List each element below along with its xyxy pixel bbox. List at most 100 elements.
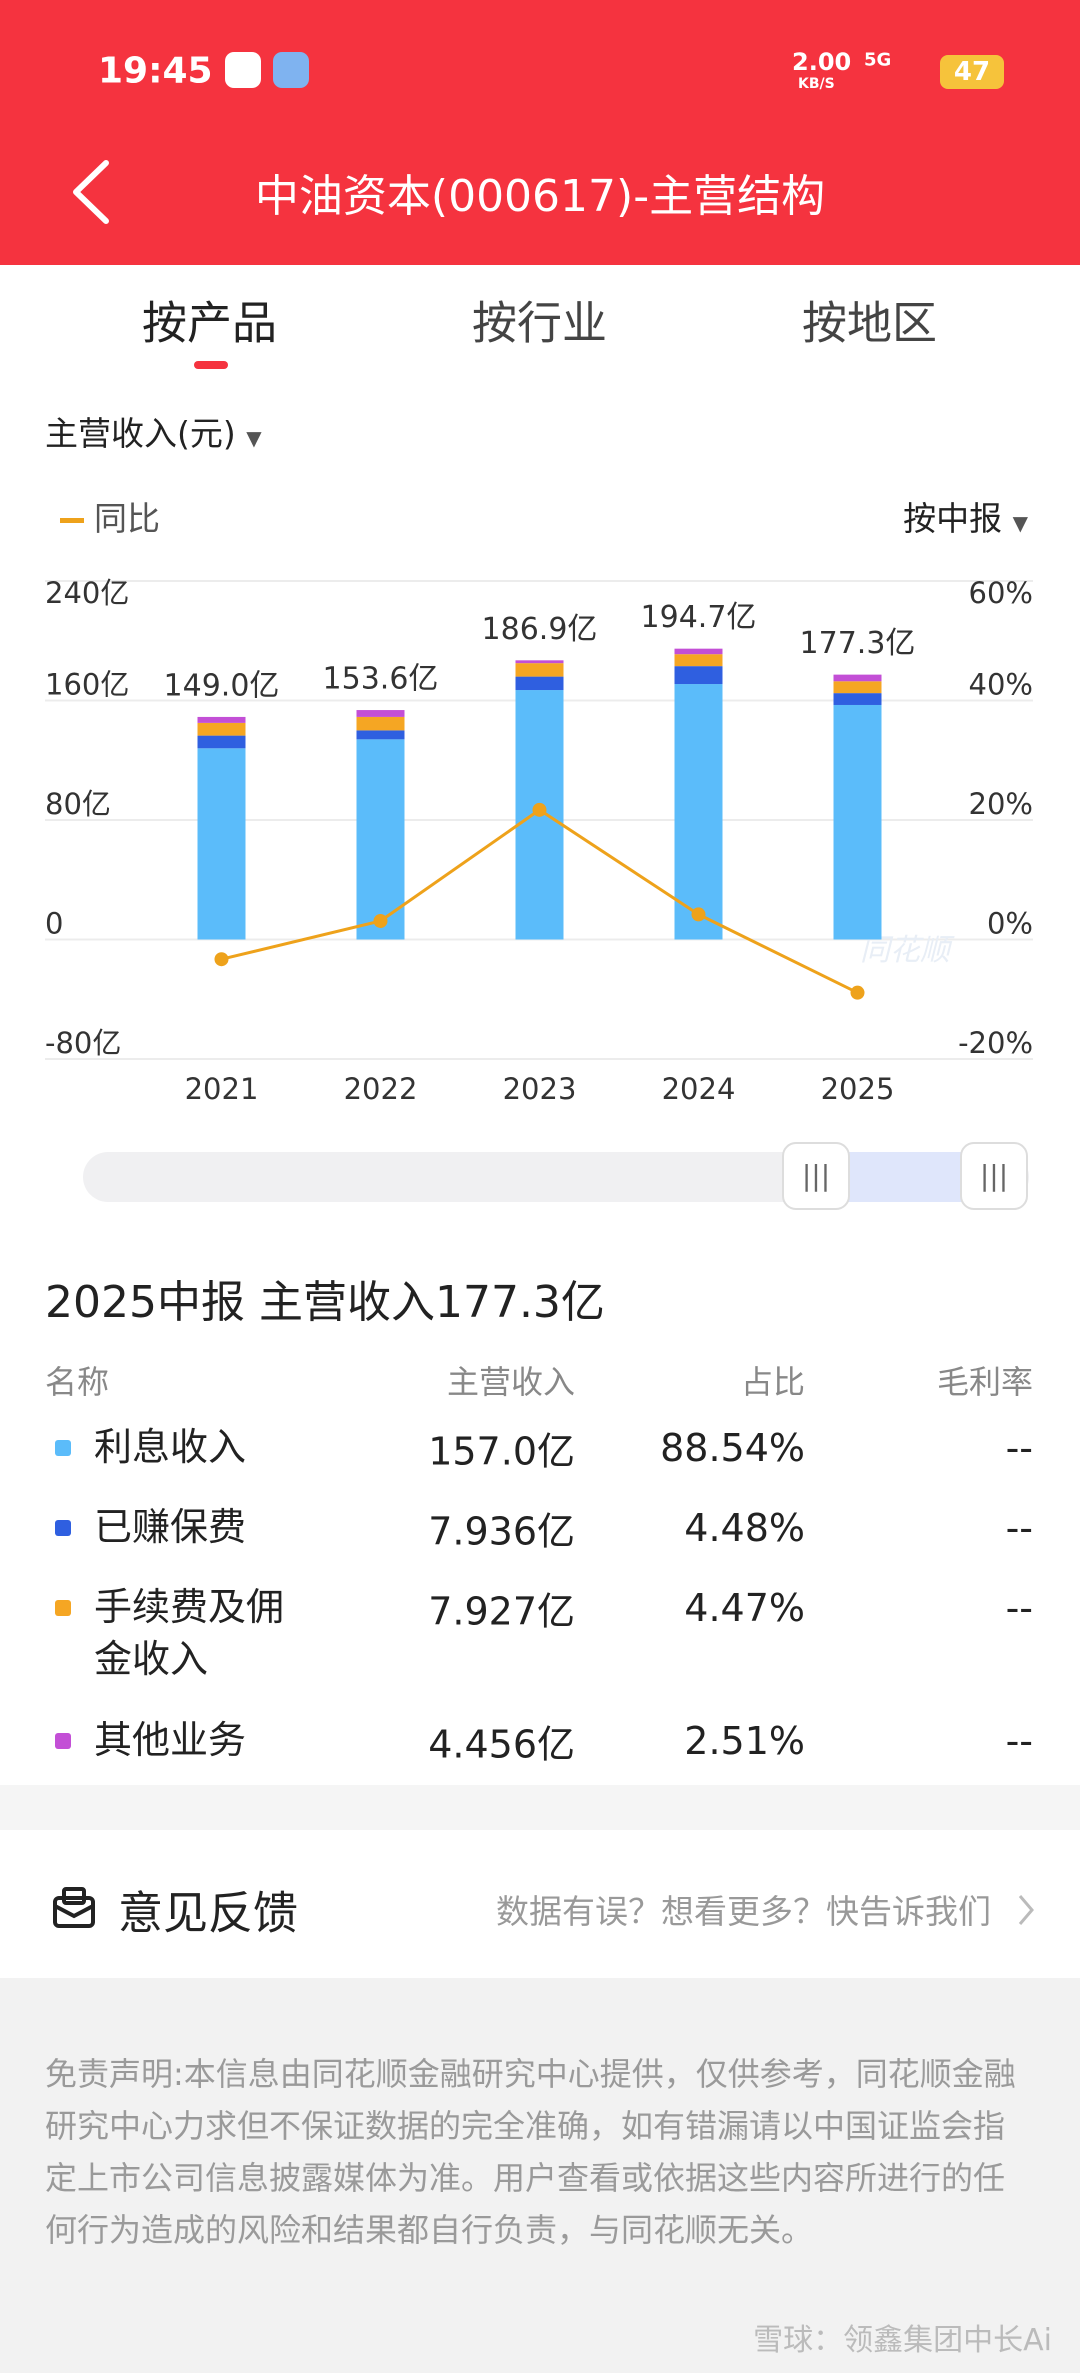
bar-segment (674, 666, 723, 685)
y2-tick-label: -20% (958, 1026, 1033, 1060)
row-share: 4.48% (684, 1506, 805, 1550)
row-revenue: 157.0亿 (428, 1429, 575, 1474)
row-revenue: 4.456亿 (428, 1722, 575, 1767)
divider (0, 1785, 1080, 1830)
line-point (691, 907, 706, 922)
row-share: 4.47% (684, 1586, 805, 1630)
y2-tick-label: 60% (969, 576, 1033, 610)
metric-selector-text: 主营收入(元) (45, 414, 236, 453)
feedback-label[interactable]: 意见反馈 (118, 1886, 299, 1940)
bar-segment (356, 710, 405, 717)
legend-dot (55, 1520, 71, 1536)
metric-selector[interactable]: 主营收入(元) ▼ (45, 414, 262, 453)
bar-segment (356, 716, 405, 731)
summary-title: 2025中报 主营收入177.3亿 (45, 1277, 605, 1328)
table-header: 占比 (740, 1363, 805, 1401)
status-speed: 2.00 (792, 48, 852, 76)
bar-segment (515, 663, 564, 677)
y-tick-label: 0 (45, 907, 63, 941)
page-title: 中油资本(000617)-主营结构 (254, 171, 826, 222)
range-slider[interactable]: ||| ||| (83, 1142, 1029, 1210)
bar-segment (674, 654, 723, 667)
x-tick-label: 2021 (185, 1072, 259, 1106)
bar-segment (197, 716, 246, 723)
bar-segment (356, 730, 405, 740)
bar-segment (833, 674, 882, 682)
row-name: 手续费及佣金收入 (94, 1585, 285, 1681)
bar-segment (197, 722, 246, 736)
x-tick-label: 2022 (344, 1072, 418, 1106)
bar-segment (197, 748, 246, 940)
bar-segment (674, 648, 723, 655)
total-label: 177.3亿 (800, 626, 916, 661)
app-icon (273, 52, 309, 88)
row-margin: -- (1005, 1506, 1033, 1550)
row-revenue: 7.936亿 (428, 1509, 575, 1554)
total-label: 194.7亿 (641, 600, 757, 635)
bar-segment (515, 676, 564, 691)
back-button[interactable] (66, 155, 116, 230)
y2-tick-label: 0% (987, 907, 1033, 941)
bar-segment (833, 681, 882, 694)
chevron (1018, 1895, 1034, 1925)
line-point (850, 985, 865, 1000)
slider-handle[interactable]: ||| (782, 1142, 850, 1210)
status-network: 5G (864, 49, 892, 71)
y-tick-label: 160亿 (45, 668, 129, 702)
bar-segment (515, 660, 564, 664)
chart: -80亿080亿160亿240亿-20%0%20%40%60%同花顺149.0亿… (45, 576, 1033, 1106)
table-header: 毛利率 (936, 1363, 1033, 1401)
bar-segment (356, 739, 405, 940)
disclaimer: 免责声明:本信息由同花顺金融研究中心提供，仅供参考，同花顺金融研究中心力求但不保… (45, 2055, 1016, 2249)
y-tick-label: 240亿 (45, 576, 129, 610)
row-name: 其他业务 (94, 1718, 247, 1762)
line-point (532, 802, 547, 817)
total-label: 186.9亿 (482, 612, 598, 647)
bar-segment (833, 704, 882, 940)
tab-indicator (194, 361, 228, 369)
total-label: 149.0亿 (164, 668, 280, 703)
legend-label: 同比 (94, 499, 160, 538)
legend-dot (55, 1733, 71, 1749)
line-point (373, 913, 388, 928)
row-name: 利息收入 (94, 1425, 247, 1469)
status-time: 19:45 (98, 50, 213, 92)
row-revenue: 7.927亿 (428, 1589, 575, 1634)
bar-segment (833, 693, 882, 705)
legend: 同比 (60, 492, 160, 540)
total-label: 153.6亿 (323, 662, 439, 697)
bar-segment (197, 735, 246, 749)
watermark: 雪球：领鑫集团中长Ai (753, 2323, 1052, 2358)
tab[interactable]: 按地区 (802, 296, 938, 350)
feedback-icon (53, 1887, 95, 1928)
table-header: 主营收入 (446, 1363, 575, 1401)
line-point (214, 952, 229, 967)
table-header: 名称 (45, 1363, 110, 1401)
row-margin: -- (1005, 1719, 1033, 1763)
row-margin: -- (1005, 1426, 1033, 1470)
bar-segment (674, 684, 723, 940)
tab[interactable]: 按行业 (472, 296, 608, 350)
slider-handle[interactable]: ||| (960, 1142, 1028, 1210)
tab[interactable]: 按产品 (142, 296, 278, 350)
period-selector[interactable]: 按中报 ▼ (903, 499, 1028, 538)
row-margin: -- (1005, 1586, 1033, 1630)
status-speed-unit: KB/S (798, 76, 835, 92)
row-name: 已赚保费 (94, 1505, 247, 1549)
y-tick-label: 80亿 (45, 787, 111, 821)
legend-dot (55, 1600, 71, 1616)
row-share: 88.54% (660, 1426, 805, 1470)
x-tick-label: 2025 (821, 1072, 895, 1106)
x-tick-label: 2023 (503, 1072, 577, 1106)
disclaimer-area: 免责声明:本信息由同花顺金融研究中心提供，仅供参考，同花顺金融研究中心力求但不保… (0, 1978, 1080, 2373)
x-tick-label: 2024 (662, 1072, 736, 1106)
y-tick-label: -80亿 (45, 1026, 121, 1060)
app-icon (225, 52, 261, 88)
row-share: 2.51% (684, 1719, 805, 1763)
legend-dot (55, 1440, 71, 1456)
feedback-hint[interactable]: 数据有误？想看更多？快告诉我们 (496, 1892, 991, 1931)
y2-tick-label: 40% (969, 668, 1033, 702)
top-bar: 19:45 2.00 KB/S 5G 47 中油资本(000617)-主营结构 (0, 0, 1080, 265)
status-battery: 47 (940, 55, 1004, 89)
